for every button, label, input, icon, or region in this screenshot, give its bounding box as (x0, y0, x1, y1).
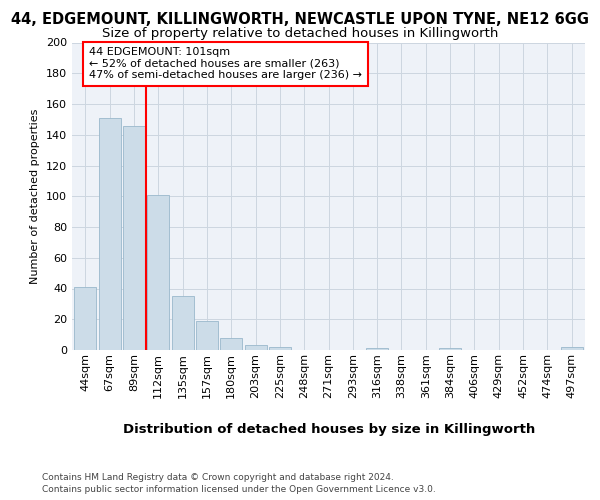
Bar (220, 338, 242, 350)
Text: Size of property relative to detached houses in Killingworth: Size of property relative to detached ho… (102, 28, 498, 40)
Bar (196, 321, 218, 350)
Bar (172, 296, 194, 350)
Text: Contains public sector information licensed under the Open Government Licence v3: Contains public sector information licen… (42, 485, 436, 494)
Bar (245, 346, 266, 350)
Bar (439, 348, 461, 350)
Bar (560, 347, 583, 350)
Text: 44 EDGEMOUNT: 101sqm
← 52% of detached houses are smaller (263)
47% of semi-deta: 44 EDGEMOUNT: 101sqm ← 52% of detached h… (89, 47, 362, 80)
Text: 44, EDGEMOUNT, KILLINGWORTH, NEWCASTLE UPON TYNE, NE12 6GG: 44, EDGEMOUNT, KILLINGWORTH, NEWCASTLE U… (11, 12, 589, 28)
Bar (74, 287, 97, 350)
Bar (366, 348, 388, 350)
Text: Distribution of detached houses by size in Killingworth: Distribution of detached houses by size … (122, 422, 535, 436)
Text: Contains HM Land Registry data © Crown copyright and database right 2024.: Contains HM Land Registry data © Crown c… (42, 472, 394, 482)
Bar (123, 126, 145, 350)
Y-axis label: Number of detached properties: Number of detached properties (31, 108, 40, 284)
Bar (269, 347, 291, 350)
Bar (99, 118, 121, 350)
Bar (148, 194, 169, 350)
